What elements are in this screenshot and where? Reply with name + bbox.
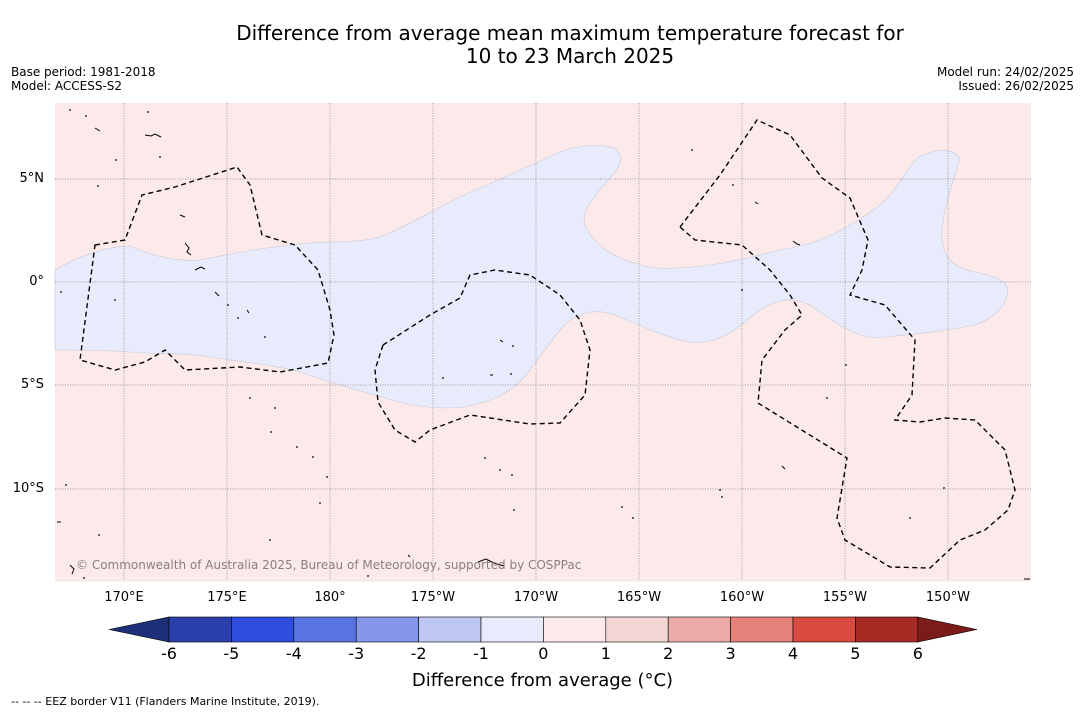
colorbar-segment — [480, 616, 544, 643]
map-title-line2: 10 to 23 March 2025 — [465, 44, 675, 68]
colorbar-segment — [855, 616, 919, 643]
meta-left: Base period: 1981-2018 Model: ACCESS-S2 — [11, 65, 156, 93]
lat-label-5s: 5°S — [20, 377, 44, 392]
lon-label-175e: 175°E — [207, 590, 247, 605]
map-title-line1: Difference from average mean maximum tem… — [236, 21, 904, 45]
map-gridlines — [55, 103, 1031, 581]
colorbar-label: Difference from average (°C) — [411, 670, 674, 691]
lon-label-150w: 150°W — [925, 590, 971, 605]
colorbar-segment — [418, 616, 482, 643]
colorbar-tick-label: 6 — [912, 644, 923, 663]
colorbar-segment — [667, 616, 731, 643]
colorbar-tick-label: -1 — [473, 644, 489, 663]
model-run-text: Model run: 24/02/2025 — [936, 65, 1074, 79]
lon-label-175w: 175°W — [410, 590, 456, 605]
eez-border-west — [79, 166, 335, 373]
colorbar-tick-label: 0 — [538, 644, 549, 663]
colorbar-segment — [792, 616, 856, 643]
base-period-text: Base period: 1981-2018 — [11, 65, 156, 79]
colorbar-tick-label: -3 — [348, 644, 365, 663]
island-dots — [60, 109, 945, 579]
lon-label-165w: 165°W — [616, 590, 662, 605]
colorbar-under-arrow — [108, 616, 170, 643]
lat-label-5n: 5°N — [19, 171, 45, 186]
lat-label-0: 0° — [29, 274, 44, 289]
lat-label-10s: 10°S — [12, 481, 44, 496]
colorbar-segment — [605, 616, 669, 643]
eez-footnote: -- -- -- EEZ border V11 (Flanders Marine… — [11, 695, 320, 708]
colorbar-segment — [231, 616, 295, 643]
colorbar — [108, 616, 978, 643]
islands — [57, 127, 1030, 580]
model-text: Model: ACCESS-S2 — [11, 79, 123, 93]
meta-right: Model run: 24/02/2025 Issued: 26/02/2025 — [937, 65, 1074, 93]
colorbar-tick-label: 1 — [600, 644, 611, 663]
colorbar-tick-label: -5 — [223, 644, 240, 663]
lon-label-180: 180° — [314, 590, 346, 605]
colorbar-tick-label: -4 — [285, 644, 302, 663]
lon-label-170e: 170°E — [104, 590, 144, 605]
colorbar-tick-label: -6 — [161, 644, 177, 663]
colorbar-segment — [293, 616, 357, 643]
colorbar-over-arrow — [917, 616, 978, 643]
map-cool-region — [54, 145, 1009, 409]
eez-border-east — [679, 119, 1016, 569]
eez-border-central — [374, 269, 591, 443]
map-title: Difference from average mean maximum tem… — [0, 22, 1085, 68]
copyright-text: © Commonwealth of Australia 2025, Bureau… — [76, 558, 582, 572]
issued-text: Issued: 26/02/2025 — [958, 79, 1074, 93]
eez-borders — [79, 119, 1016, 569]
colorbar-segment — [730, 616, 794, 643]
lon-label-170w: 170°W — [513, 590, 559, 605]
lon-label-160w: 160°W — [719, 590, 765, 605]
colorbar-tick-label: 5 — [850, 644, 861, 663]
colorbar-tick-label: 4 — [787, 644, 799, 663]
colorbar-segment — [168, 616, 232, 643]
colorbar-tick-label: 3 — [725, 644, 736, 663]
colorbar-segment — [355, 616, 419, 643]
colorbar-tick-label: -2 — [410, 644, 427, 663]
lon-label-155w: 155°W — [822, 590, 868, 605]
colorbar-tick-label: 2 — [663, 644, 674, 663]
colorbar-segment — [543, 616, 607, 643]
